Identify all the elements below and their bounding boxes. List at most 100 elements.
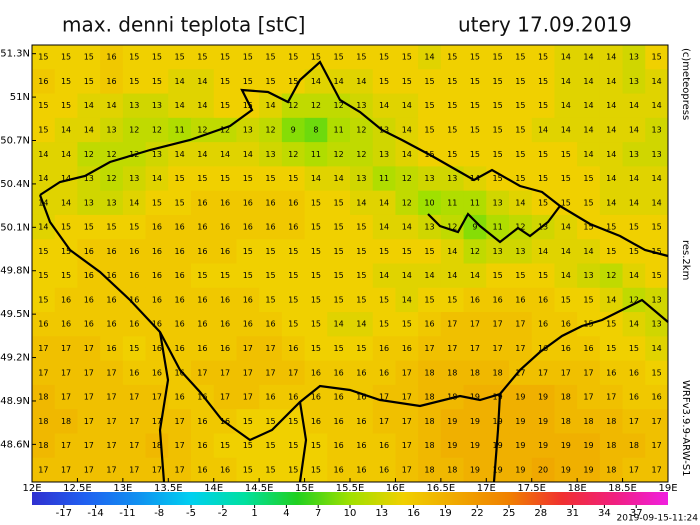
cell <box>191 190 215 216</box>
cell-value: 17 <box>652 417 662 426</box>
cell-value: 15 <box>152 198 162 207</box>
cell <box>145 69 169 95</box>
cell-value: 12 <box>470 247 480 256</box>
cell <box>32 239 56 264</box>
cell-value: 16 <box>129 295 139 304</box>
cell <box>554 360 578 386</box>
cell-value: 15 <box>515 150 525 159</box>
cell-value: 15 <box>61 271 71 280</box>
cell <box>531 239 555 264</box>
cell-value: 14 <box>606 150 616 159</box>
cell <box>463 93 487 119</box>
cell-value: 15 <box>652 53 662 62</box>
cell <box>440 69 465 95</box>
cell-value: 15 <box>538 198 548 207</box>
cell-value: 17 <box>38 465 48 474</box>
cell <box>509 239 533 264</box>
border <box>298 401 308 483</box>
cell <box>304 117 328 143</box>
cell-value: 14 <box>379 198 389 207</box>
cell-value: 16 <box>334 417 344 426</box>
cell-value: 13 <box>356 101 366 110</box>
cell-value: 11 <box>334 125 344 134</box>
cell-value: 14 <box>402 150 412 159</box>
cell-value: 16 <box>152 320 162 329</box>
cell <box>645 142 669 167</box>
cell-value: 14 <box>379 101 389 110</box>
cell <box>32 433 56 459</box>
cell <box>440 287 465 313</box>
cell-value: 13 <box>379 150 389 159</box>
cell-value: 17 <box>265 344 275 353</box>
cell <box>122 263 147 289</box>
cell-value: 15 <box>38 271 48 280</box>
cell-value: 14 <box>424 53 434 62</box>
cell <box>463 336 487 362</box>
cell <box>236 336 260 362</box>
cell <box>463 190 487 216</box>
cell <box>54 69 78 95</box>
cell-value: 14 <box>652 77 662 86</box>
cell <box>395 360 419 386</box>
cell <box>213 384 237 410</box>
cell <box>32 457 56 483</box>
cell-value: 14 <box>561 223 571 232</box>
cell-value: 14 <box>583 77 593 86</box>
cell-value: 19 <box>515 465 525 474</box>
cell-value: 15 <box>356 223 366 232</box>
cell <box>418 45 442 70</box>
cell-value: 13 <box>652 125 662 134</box>
cell-value: 16 <box>220 247 230 256</box>
cell <box>350 142 374 167</box>
cell-value: 14 <box>561 247 571 256</box>
cell-value: 15 <box>493 101 503 110</box>
cell <box>350 287 374 313</box>
cell <box>259 360 283 386</box>
cell-value: 17 <box>152 393 162 402</box>
cell-value: 16 <box>106 344 116 353</box>
cell-value: 15 <box>265 441 275 450</box>
cell <box>100 287 124 313</box>
cell-value: 15 <box>424 77 434 86</box>
cell-value: 15 <box>175 174 185 183</box>
cell-value: 15 <box>424 125 434 134</box>
cell <box>145 263 169 289</box>
cell <box>122 336 147 362</box>
cell <box>418 263 442 289</box>
cell-value: 15 <box>334 198 344 207</box>
cell <box>372 312 396 337</box>
cell-value: 14 <box>197 101 207 110</box>
cell-value: 14 <box>583 125 593 134</box>
cell-value: 15 <box>129 344 139 353</box>
cell-value: 14 <box>38 174 48 183</box>
cell-value: 15 <box>265 417 275 426</box>
cell <box>145 239 169 264</box>
cell <box>577 287 601 313</box>
cell <box>122 214 147 240</box>
cell-value: 16 <box>311 368 321 377</box>
cell-value: 14 <box>561 53 571 62</box>
cell <box>213 336 237 362</box>
cell-value: 11 <box>447 198 457 207</box>
cell <box>54 360 78 386</box>
cell-value: 15 <box>356 344 366 353</box>
cell-value: 15 <box>447 77 457 86</box>
cell <box>463 433 487 459</box>
cell-value: 14 <box>334 320 344 329</box>
cell <box>554 166 578 192</box>
cell <box>554 263 578 289</box>
cell-value: 15 <box>583 223 593 232</box>
cell <box>236 45 260 70</box>
cell <box>32 287 56 313</box>
cell-value: 14 <box>583 247 593 256</box>
cell-value: 12 <box>220 125 230 134</box>
cell <box>350 166 374 192</box>
cell <box>259 433 283 459</box>
cell-value: 17 <box>652 465 662 474</box>
cell <box>54 263 78 289</box>
cell-value: 19 <box>493 393 503 402</box>
cell <box>440 312 465 337</box>
cell <box>168 287 192 313</box>
cell-value: 15 <box>243 417 253 426</box>
cell-value: 16 <box>129 271 139 280</box>
